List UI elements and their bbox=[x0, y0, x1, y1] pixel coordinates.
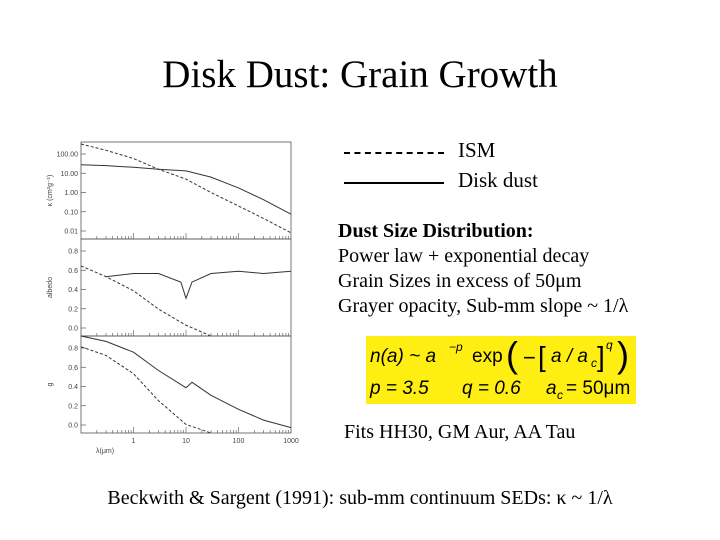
y-tick-label: 0.4 bbox=[68, 384, 78, 391]
formula-svg: n(a) ~ a −p exp ( − [ a / a c ] q ) p = … bbox=[369, 336, 630, 402]
y-tick-label: 0.4 bbox=[68, 287, 78, 294]
formula-exp-fn: exp bbox=[472, 346, 503, 367]
formula-bracket-close: ] bbox=[597, 341, 605, 372]
y-tick-label: 0.8 bbox=[68, 249, 78, 256]
distribution-line: Power law + exponential decay bbox=[338, 245, 590, 267]
y-tick-label: 0.01 bbox=[64, 229, 78, 236]
y-tick-label: 0.2 bbox=[68, 306, 78, 313]
formula-p: p = 3.5 bbox=[369, 378, 429, 399]
formula-box: n(a) ~ a −p exp ( − [ a / a c ] q ) p = … bbox=[366, 336, 636, 404]
y-tick-label: 1.00 bbox=[64, 190, 78, 197]
series-disk-dust-line bbox=[80, 164, 292, 215]
x-tick-label: 100 bbox=[233, 438, 245, 445]
formula-ac: a bbox=[546, 378, 557, 399]
y-tick-label: 0.6 bbox=[68, 268, 78, 275]
y-tick-label: 0.0 bbox=[68, 423, 78, 430]
y-tick-label: 0.0 bbox=[68, 326, 78, 333]
opacity-plot: 100.00 10.00 1.00 0.10 0.01 κ (cm²g⁻¹) 0.8 0.6 0… bbox=[40, 140, 310, 465]
slide-title: Disk Dust: Grain Growth bbox=[162, 53, 558, 96]
formula-bracket-exp: q bbox=[606, 338, 613, 352]
legend-label-disk-dust: Disk dust bbox=[458, 168, 538, 192]
distribution-line: Grain Sizes in excess of 50μm bbox=[338, 270, 582, 292]
formula-ac-val: = 50μm bbox=[566, 378, 630, 399]
formula-q: q = 0.6 bbox=[462, 378, 521, 399]
series-ism-line bbox=[80, 143, 292, 234]
x-tick-label: 1000 bbox=[283, 438, 299, 445]
distribution-heading: Dust Size Distribution: bbox=[338, 220, 534, 242]
plot-panel-frame bbox=[80, 238, 292, 337]
distribution-line: Grayer opacity, Sub-mm slope ~ 1/λ bbox=[338, 295, 629, 317]
y-tick-label: 100.00 bbox=[57, 152, 79, 159]
y-tick-label: 0.10 bbox=[64, 209, 78, 216]
x-axis-label: λ(μm) bbox=[96, 448, 114, 455]
legend-solid-line bbox=[344, 182, 444, 184]
formula-paren-close: ) bbox=[617, 336, 629, 375]
y-tick-label: 0.6 bbox=[68, 365, 78, 372]
formula-paren-open: ( bbox=[506, 336, 518, 375]
x-tick-label: 10 bbox=[182, 438, 190, 445]
y-axis-label: g bbox=[47, 382, 54, 386]
formula-minus: − bbox=[523, 345, 536, 370]
y-axis-label: albedo bbox=[47, 277, 54, 298]
y-tick-label: 0.8 bbox=[68, 346, 78, 353]
plot-panel-frame bbox=[80, 141, 292, 240]
legend-dashed-line bbox=[344, 152, 444, 154]
formula-lhs: n(a) ~ a bbox=[370, 346, 436, 367]
formula-bracket-sub: c bbox=[591, 356, 597, 370]
y-axis-label: κ (cm²g⁻¹) bbox=[47, 175, 54, 207]
footer-text: Beckwith & Sargent (1991): sub-mm contin… bbox=[107, 487, 613, 509]
formula-bracket-open: [ bbox=[538, 341, 546, 372]
series-disk-dust-line bbox=[80, 335, 292, 429]
series-ism-line bbox=[80, 346, 212, 434]
formula-exp: −p bbox=[449, 340, 463, 354]
legend-label-ism: ISM bbox=[458, 138, 496, 162]
y-tick-label: 0.2 bbox=[68, 403, 78, 410]
distribution-text: Dust Size Distribution: Power law + expo… bbox=[338, 219, 628, 319]
series-disk-dust-line bbox=[105, 270, 292, 300]
formula-ac-sub: c bbox=[557, 388, 563, 402]
x-tick-label: 1 bbox=[132, 438, 136, 445]
series-ism-line bbox=[80, 265, 212, 337]
fits-text: Fits HH30, GM Aur, AA Tau bbox=[344, 421, 576, 443]
y-tick-label: 10.00 bbox=[60, 171, 78, 178]
formula-bracket-text: a / a bbox=[551, 346, 588, 367]
